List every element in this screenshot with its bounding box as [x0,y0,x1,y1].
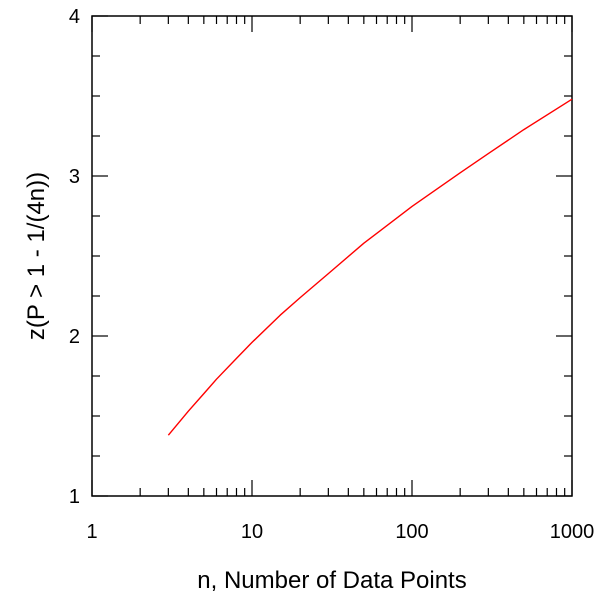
x-tick-label: 100 [395,521,428,543]
x-tick-label: 1 [86,521,97,543]
y-axis-label: z(P > 1 - 1/(4n)) [23,172,50,340]
y-tick-label: 2 [69,326,80,348]
series-layer [167,98,573,436]
y-tick-label: 1 [69,486,80,508]
y-tick-labels: 1 2 3 4 [69,6,80,508]
x-tick-label: 1000 [550,521,595,543]
axis-ticks [91,15,573,497]
y-tick-label: 3 [69,166,80,188]
x-axis-label: n, Number of Data Points [197,567,466,594]
x-tick-labels: 1 10 100 1000 [86,521,594,543]
plot-frame [91,15,573,497]
x-tick-label: 10 [241,521,263,543]
series-line [167,98,573,436]
y-tick-label: 4 [69,6,80,28]
